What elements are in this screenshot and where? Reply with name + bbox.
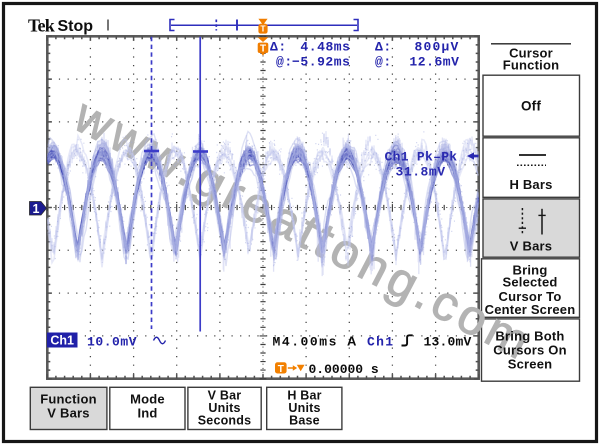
svg-text:4.48ms: 4.48ms <box>300 40 350 55</box>
svg-text:T: T <box>278 364 284 375</box>
svg-text:Selected: Selected <box>502 274 557 289</box>
svg-text:−5.92ms: −5.92ms <box>292 55 350 70</box>
svg-text:V Bars: V Bars <box>47 406 89 421</box>
svg-text:Cursors On: Cursors On <box>493 342 567 357</box>
svg-text:1: 1 <box>33 202 40 216</box>
svg-text:M4.00ms: M4.00ms <box>273 335 338 350</box>
svg-text:Mode: Mode <box>130 392 165 407</box>
svg-text:V Bars: V Bars <box>510 238 552 253</box>
svg-text:Ch1: Ch1 <box>50 334 74 348</box>
svg-text:Δ:: Δ: <box>375 40 392 55</box>
svg-text:Function: Function <box>40 392 96 407</box>
svg-text:Ch1 Pk–Pk: Ch1 Pk–Pk <box>385 150 458 165</box>
svg-text:Seconds: Seconds <box>198 414 252 428</box>
svg-text:Base: Base <box>289 414 320 428</box>
svg-text:Cursor To: Cursor To <box>499 289 562 304</box>
svg-text:Bring: Bring <box>513 262 548 277</box>
svg-text:Bring Both: Bring Both <box>495 329 564 344</box>
svg-text:Ind: Ind <box>137 406 157 421</box>
svg-text:Stop: Stop <box>58 18 94 35</box>
svg-text:Cursor: Cursor <box>509 46 553 61</box>
svg-text:13.0mV: 13.0mV <box>424 335 472 350</box>
svg-text:31.8mV: 31.8mV <box>396 165 446 180</box>
svg-text:T: T <box>260 23 266 33</box>
svg-text:Center Screen: Center Screen <box>485 302 576 317</box>
svg-text:Units: Units <box>288 401 320 415</box>
svg-text:@:: @: <box>276 55 293 70</box>
svg-text:V Bar: V Bar <box>208 389 242 403</box>
svg-text:H Bar: H Bar <box>287 389 321 403</box>
svg-text:Tek: Tek <box>28 16 55 36</box>
svg-text:12.6mV: 12.6mV <box>409 55 459 70</box>
svg-text:Off: Off <box>521 99 541 114</box>
svg-text:A: A <box>347 334 357 349</box>
svg-text:Screen: Screen <box>508 356 553 371</box>
svg-text:800µV: 800µV <box>414 40 459 55</box>
svg-text:Ch1: Ch1 <box>367 335 394 350</box>
svg-text:T: T <box>260 44 266 55</box>
svg-text:Function: Function <box>503 58 559 73</box>
svg-text:0.00000 s: 0.00000 s <box>309 362 379 377</box>
svg-text:Units: Units <box>208 401 240 415</box>
svg-text:@:: @: <box>375 55 392 70</box>
svg-text:H Bars: H Bars <box>509 177 552 192</box>
svg-text:10.0mV: 10.0mV <box>87 335 137 350</box>
svg-text:Δ:: Δ: <box>270 40 287 55</box>
